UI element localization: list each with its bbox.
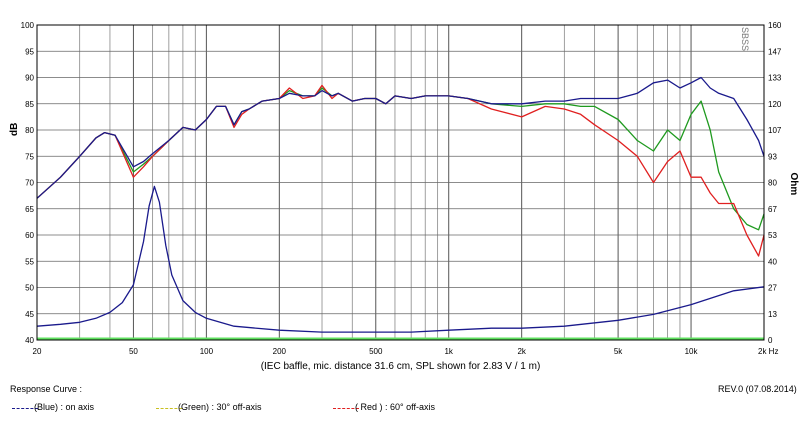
x-tick-label: 2k <box>517 347 526 356</box>
plot-frame <box>36 24 765 341</box>
impedance-line <box>36 185 765 333</box>
legend-entry-green: (Green) : 30° off-axis <box>178 402 262 412</box>
watermark: SBSS <box>740 27 750 51</box>
y-tick-label: 100 <box>21 21 35 30</box>
legend-title: Response Curve : <box>10 384 83 394</box>
x-tick-label: 20 <box>33 347 42 356</box>
y-tick-label: 75 <box>25 152 34 161</box>
y2-tick-label: 107 <box>768 126 782 135</box>
legend-entry-blue: (Blue) : on axis <box>34 402 95 412</box>
legend-swatch-red <box>333 408 359 409</box>
y-tick-label: 50 <box>25 284 34 293</box>
x-axis-label: (IEC baffle, mic. distance 31.6 cm, SPL … <box>261 361 541 372</box>
x-tick-label: 5k <box>614 347 623 356</box>
series-line-red <box>36 84 765 257</box>
series-line-blue <box>36 76 765 199</box>
y2-tick-label: 147 <box>768 47 782 56</box>
chart-series <box>36 76 765 340</box>
x-tick-label: 500 <box>369 347 383 356</box>
x-tick-label: 100 <box>200 347 214 356</box>
y2-tick-label: 93 <box>768 152 777 161</box>
y-tick-label: 70 <box>25 179 34 188</box>
y2-tick-label: 40 <box>768 257 777 266</box>
y2-axis-label: Ohm <box>788 173 799 196</box>
y2-tick-label: 53 <box>768 231 777 240</box>
tick-labels: 40 45 50 55 60 65 70 75 80 85 90 95 100 0 13 27 40 53 67 80… <box>21 21 782 356</box>
x-tick-label: 1k <box>444 347 453 356</box>
y-tick-label: 85 <box>25 100 34 109</box>
chart-grid <box>36 24 765 341</box>
legend-swatch-blue <box>12 408 38 409</box>
y-tick-label: 40 <box>25 336 34 345</box>
y2-tick-label: 80 <box>768 179 777 188</box>
x-tick-label: 50 <box>129 347 138 356</box>
y-tick-label: 95 <box>25 47 34 56</box>
y2-tick-label: 120 <box>768 100 782 109</box>
y-axis-label: dB <box>9 123 20 136</box>
x-tick-label: 10k <box>685 347 699 356</box>
y-tick-label: 60 <box>25 231 34 240</box>
y2-tick-label: 0 <box>768 336 773 345</box>
y-tick-label: 55 <box>25 257 34 266</box>
x-tick-label: 200 <box>273 347 287 356</box>
y2-tick-label: 27 <box>768 284 777 293</box>
legend-entry-red: ( Red ) : 60° off-axis <box>355 402 435 412</box>
revision-label: REV.0 (07.08.2014) <box>718 384 797 394</box>
y-tick-label: 45 <box>25 310 34 319</box>
y2-tick-label: 160 <box>768 21 782 30</box>
legend-swatch-green <box>156 408 182 409</box>
x-tick-label: 2k Hz <box>758 347 778 356</box>
y2-tick-label: 133 <box>768 74 782 83</box>
y2-tick-label: 67 <box>768 205 777 214</box>
y-tick-label: 65 <box>25 205 34 214</box>
y-tick-label: 80 <box>25 126 34 135</box>
y-tick-label: 90 <box>25 74 34 83</box>
y2-tick-label: 13 <box>768 310 777 319</box>
